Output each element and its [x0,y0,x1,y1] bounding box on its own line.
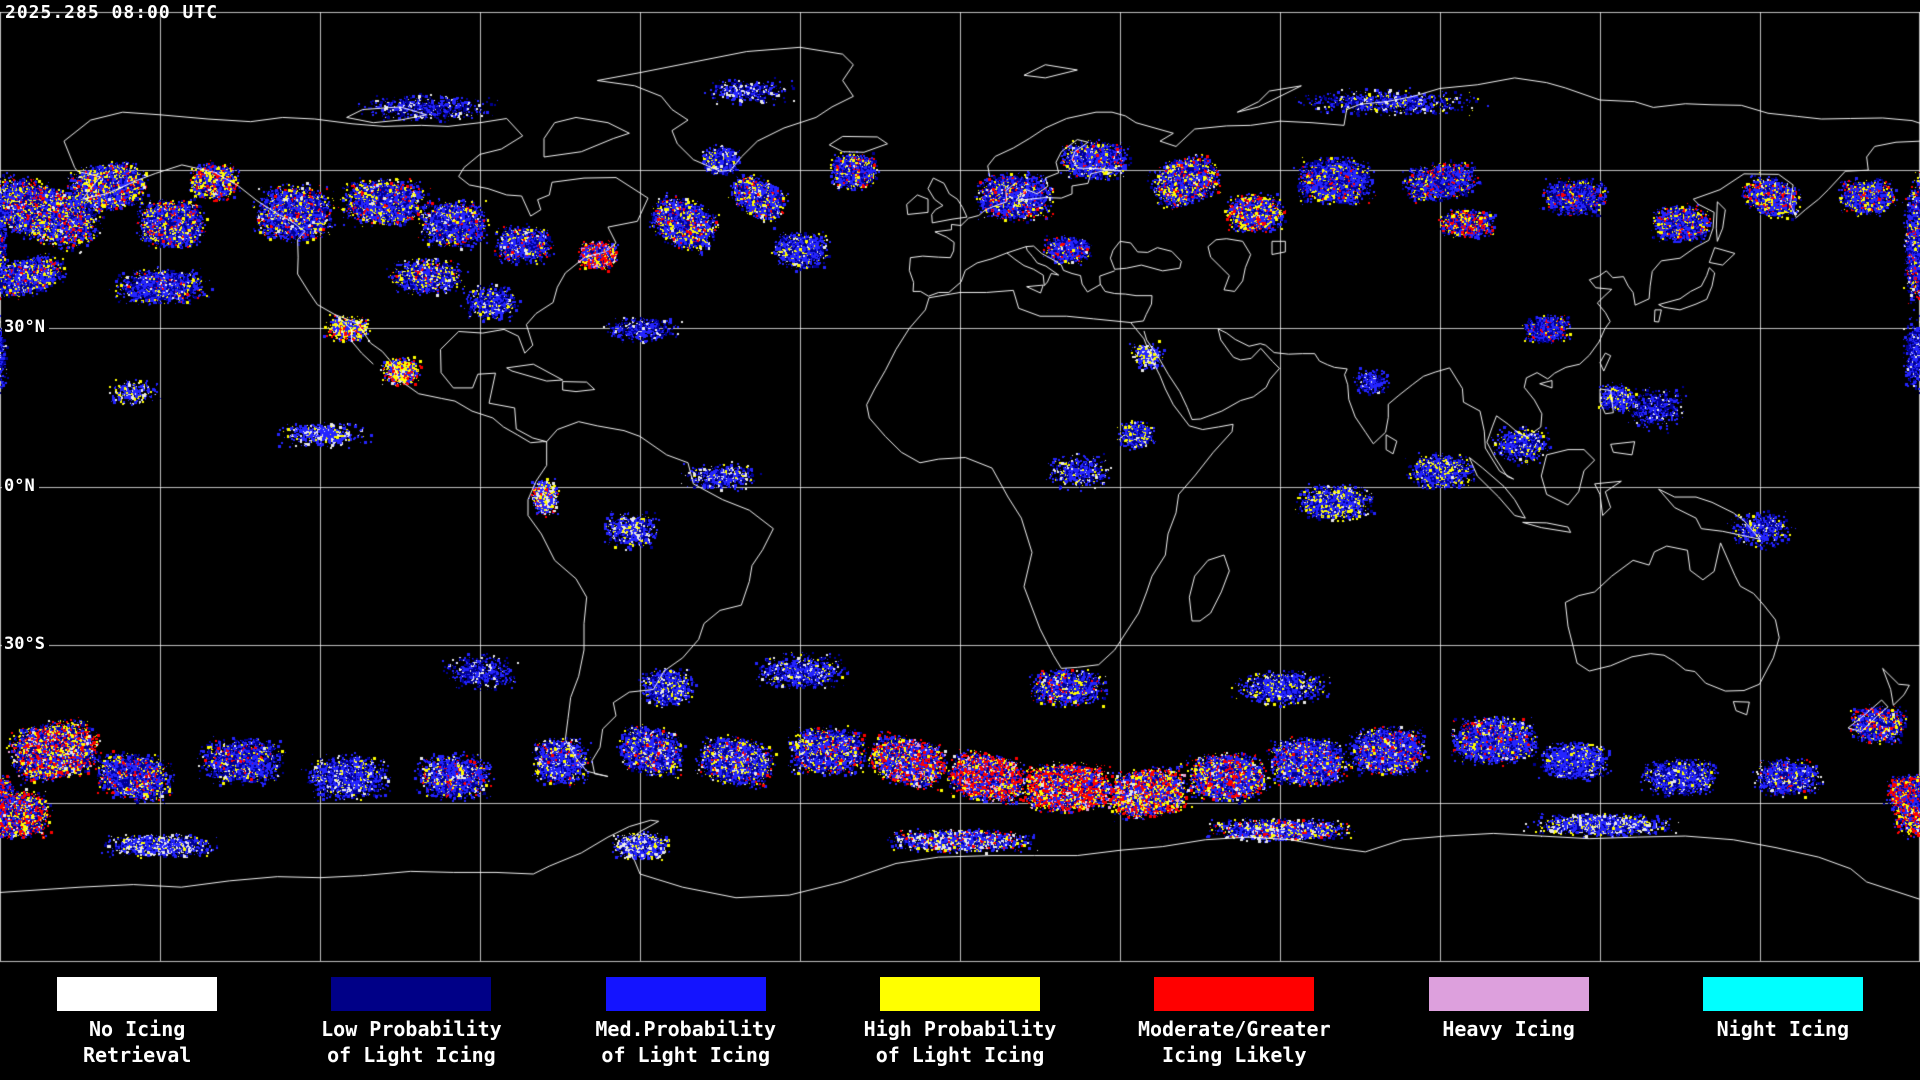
legend-label: No Icing Retrieval [82,1017,192,1067]
world-icing-map-canvas [0,0,1920,967]
med-prob-color-swatch [605,977,766,1011]
no-icing-color-swatch [57,977,218,1011]
latitude-label: 30°N [2,317,49,338]
mod-greater-color-swatch [1154,977,1315,1011]
legend-label: Heavy Icing [1442,1017,1575,1041]
legend-item-mod-greater: Moderate/Greater Icing Likely [1097,967,1371,1080]
low-prob-color-swatch [331,977,492,1011]
latitude-label: 0°N [2,475,39,496]
legend-item-no-icing: No Icing Retrieval [0,967,274,1080]
timestamp: 2025.285 08:00 UTC [5,2,219,23]
heavy-color-swatch [1428,977,1589,1011]
map-area: 2025.285 08:00 UTC 30°N 0°N 30°S [0,0,1920,967]
legend-item-night: Night Icing [1646,967,1920,1080]
legend-label: Night Icing [1716,1017,1850,1041]
night-color-swatch [1702,977,1863,1011]
legend-label: Med.Probability of Light Icing [595,1017,777,1067]
latitude-label: 30°S [2,633,49,654]
legend-item-high-prob: High Probability of Light Icing [823,967,1097,1080]
legend-label: Moderate/Greater Icing Likely [1137,1017,1331,1067]
legend-item-heavy: Heavy Icing [1371,967,1645,1080]
legend: No Icing Retrieval Low Probability of Light… [0,967,1920,1080]
legend-item-low-prob: Low Probability of Light Icing [274,967,548,1080]
high-prob-color-swatch [879,977,1040,1011]
legend-item-med-prob: Med.Probability of Light Icing [549,967,823,1080]
legend-label: Low Probability of Light Icing [321,1017,502,1067]
legend-label: High Probability of Light Icing [863,1017,1057,1067]
